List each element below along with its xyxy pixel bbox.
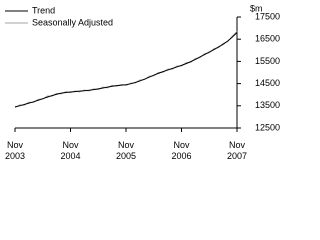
series-line bbox=[14, 32, 238, 108]
x-tick-label: Nov 2006 bbox=[171, 140, 192, 161]
chart-svg: $m 12500 13500 14500 15500 16500 17500 Trend Se… bbox=[5, 3, 280, 132]
x-tick-label: Nov 2005 bbox=[115, 140, 137, 161]
y-tick-label: 17500 bbox=[255, 11, 280, 21]
y-tick-label: 13500 bbox=[255, 100, 280, 110]
legend-label: Trend bbox=[32, 5, 55, 15]
series-line bbox=[14, 31, 238, 109]
y-tick-label: 15500 bbox=[255, 56, 280, 66]
x-tick-label: Nov 2004 bbox=[60, 140, 81, 161]
x-tick-label: Nov 2007 bbox=[226, 140, 248, 161]
y-unit: $m bbox=[250, 3, 263, 13]
y-tick-label: 12500 bbox=[255, 122, 280, 132]
y-tick-label: 14500 bbox=[255, 78, 280, 88]
y-tick-label: 16500 bbox=[255, 34, 280, 44]
legend-label: Seasonally Adjusted bbox=[32, 17, 113, 27]
chart: $m 12500 13500 14500 15500 16500 17500 Trend Se… bbox=[4, 3, 280, 161]
x-tick-label: Nov 2003 bbox=[4, 140, 26, 161]
